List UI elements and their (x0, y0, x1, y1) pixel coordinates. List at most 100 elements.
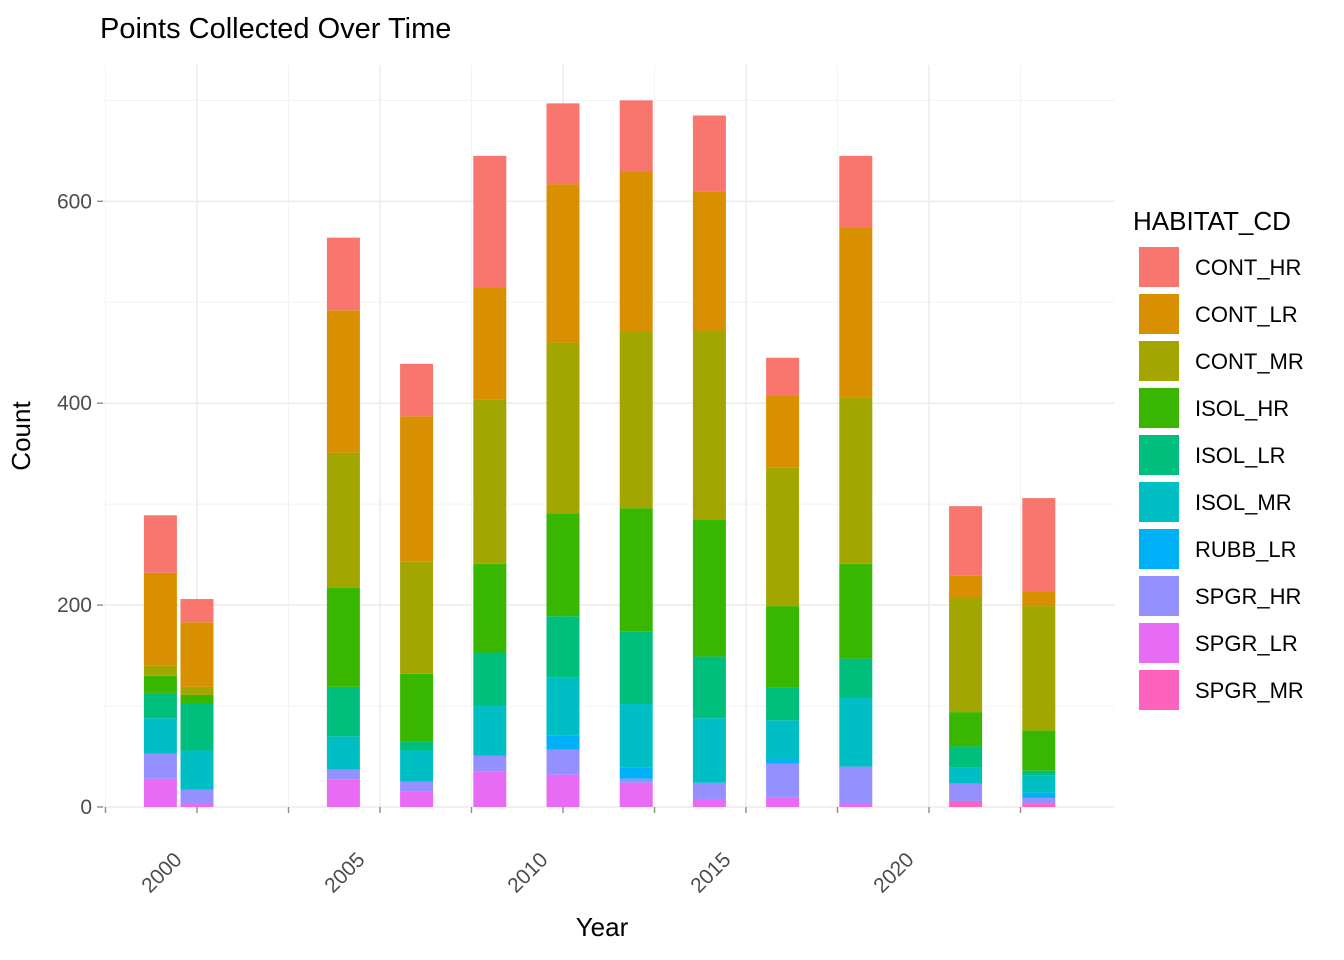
bar-segment-spgr_hr-2021 (949, 783, 983, 801)
bar-segment-cont_mr-2021 (949, 597, 983, 713)
bar-segment-spgr_hr-2018 (839, 766, 873, 803)
bar-segment-isol_hr-2012 (619, 508, 653, 632)
bar-segment-isol_mr-2008 (473, 706, 507, 756)
bar-segment-cont_lr-2014 (692, 191, 726, 331)
legend-swatch-spgr_hr (1139, 576, 1179, 616)
bar-segment-rubb_lr-2010 (546, 735, 580, 750)
bar-segment-cont_hr-2006 (400, 363, 434, 417)
legend-swatch-spgr_mr (1139, 670, 1179, 710)
bar-segment-isol_hr-2018 (839, 563, 873, 659)
legend-swatch-cont_hr (1139, 247, 1179, 287)
bar-segment-spgr_hr-2016 (766, 763, 800, 797)
bar-segment-cont_mr-2016 (766, 467, 800, 607)
bar-segment-cont_mr-2008 (473, 399, 507, 564)
x-tick-label: 2000 (137, 848, 186, 897)
legend-label-spgr_lr: SPGR_LR (1195, 631, 1298, 656)
x-tick-label: 2020 (869, 848, 918, 897)
bar-segment-isol_mr-2018 (839, 697, 873, 767)
y-axis-title: Count (6, 401, 36, 471)
bar-segment-cont_lr-2000 (180, 622, 214, 687)
bar-segment-spgr_lr-2016 (766, 796, 800, 807)
bar-segment-isol_hr-2000 (180, 694, 214, 704)
bar-segment-isol_mr-2016 (766, 720, 800, 759)
bar-segment-cont_mr-2014 (692, 330, 726, 520)
bar-segment-spgr_mr-2023 (1022, 803, 1056, 807)
bar-segment-cont_lr-2023 (1022, 591, 1056, 607)
bar-segment-isol_mr-1999 (143, 718, 177, 754)
bar-segment-spgr_lr-2018 (839, 802, 873, 807)
legend-swatch-cont_mr (1139, 341, 1179, 381)
bar-segment-isol_hr-2006 (400, 673, 434, 742)
bar-segment-isol_lr-2004 (326, 686, 360, 737)
x-axis-title: Year (576, 912, 629, 942)
bar-segment-isol_mr-2023 (1022, 775, 1056, 793)
bar-segment-cont_mr-2018 (839, 397, 873, 564)
legend-label-cont_hr: CONT_HR (1195, 255, 1301, 280)
y-tick-label: 200 (57, 594, 92, 617)
legend-label-isol_mr: ISOL_MR (1195, 490, 1292, 515)
bar-segment-spgr_lr-2004 (326, 779, 360, 807)
legend-swatch-spgr_lr (1139, 623, 1179, 663)
bar-segment-rubb_lr-2012 (619, 767, 653, 779)
bar-segment-spgr_hr-2006 (400, 781, 434, 792)
bar-segment-isol_hr-2010 (546, 513, 580, 617)
x-tick-label: 2015 (686, 848, 735, 897)
bar-segment-spgr_hr-2008 (473, 755, 507, 772)
bar-segment-cont_lr-2012 (619, 172, 653, 332)
bar-segment-spgr_lr-2006 (400, 791, 434, 807)
legend-label-cont_lr: CONT_LR (1195, 302, 1298, 327)
bar-segment-isol_lr-2012 (619, 631, 653, 705)
gridlines-minor (103, 65, 1115, 807)
chart-title: Points Collected Over Time (100, 13, 451, 45)
bar-segment-rubb_lr-2016 (766, 758, 800, 764)
bar-segment-spgr_hr-2004 (326, 769, 360, 780)
bar-segment-spgr_mr-2021 (949, 800, 983, 807)
legend-label-spgr_mr: SPGR_MR (1195, 678, 1304, 703)
bar-segment-isol_mr-2010 (546, 677, 580, 736)
bar-segment-spgr_lr-2000 (180, 802, 214, 807)
bar-segment-spgr_lr-2010 (546, 774, 580, 807)
legend-items: CONT_HR CONT_LR CONT_MR ISOL_HR ISOL_LR ISOL_… (1139, 247, 1304, 710)
bar-segment-isol_mr-2021 (949, 767, 983, 784)
bar-segment-spgr_lr-2014 (692, 798, 726, 807)
legend-swatch-cont_lr (1139, 294, 1179, 334)
bar-segment-isol_hr-2004 (326, 587, 360, 687)
legend-label-isol_hr: ISOL_HR (1195, 396, 1289, 421)
bar-segment-cont_mr-1999 (143, 665, 177, 676)
legend-title: HABITAT_CD (1133, 206, 1291, 236)
bar-segment-spgr_hr-2012 (619, 778, 653, 783)
x-tick-label: 2005 (320, 848, 369, 897)
bar-segment-cont_hr-2010 (546, 103, 580, 185)
bar-segment-spgr_lr-1999 (143, 778, 177, 807)
legend-label-cont_mr: CONT_MR (1195, 349, 1304, 374)
bar-segment-cont_hr-1999 (143, 515, 177, 573)
bar-segment-isol_lr-2010 (546, 616, 580, 678)
bar-segment-cont_hr-2014 (692, 115, 726, 192)
legend-swatch-isol_mr (1139, 482, 1179, 522)
bar-segment-spgr_hr-1999 (143, 753, 177, 779)
bar-segment-cont_hr-2004 (326, 237, 360, 311)
bar-segment-cont_lr-2016 (766, 395, 800, 468)
bar-segment-cont_lr-2021 (949, 575, 983, 598)
bar-segment-cont_lr-1999 (143, 572, 177, 666)
bar-segment-cont_lr-2018 (839, 227, 873, 398)
x-axis-tick-labels: 2000 2005 2010 2015 2020 (137, 848, 918, 897)
legend-swatch-isol_lr (1139, 435, 1179, 475)
y-tick-label: 400 (57, 392, 92, 415)
bar-segment-spgr_hr-2014 (692, 782, 726, 799)
bar-segment-isol_mr-2006 (400, 750, 434, 782)
y-tick-label: 0 (80, 796, 92, 819)
bar-segment-cont_lr-2010 (546, 184, 580, 343)
bar-segment-cont_mr-2010 (546, 342, 580, 514)
bar-segment-isol_lr-2016 (766, 687, 800, 721)
legend-label-isol_lr: ISOL_LR (1195, 443, 1286, 468)
bar-segment-isol_hr-1999 (143, 675, 177, 693)
y-tick-label: 600 (57, 190, 92, 213)
bar-segment-cont_hr-2021 (949, 506, 983, 576)
bar-segment-cont_hr-2000 (180, 599, 214, 623)
bar-segment-isol_mr-2000 (180, 750, 214, 790)
bar-segment-isol_mr-2012 (619, 704, 653, 768)
bar-segment-spgr_hr-2000 (180, 789, 214, 803)
bar-segment-spgr_hr-2010 (546, 749, 580, 775)
